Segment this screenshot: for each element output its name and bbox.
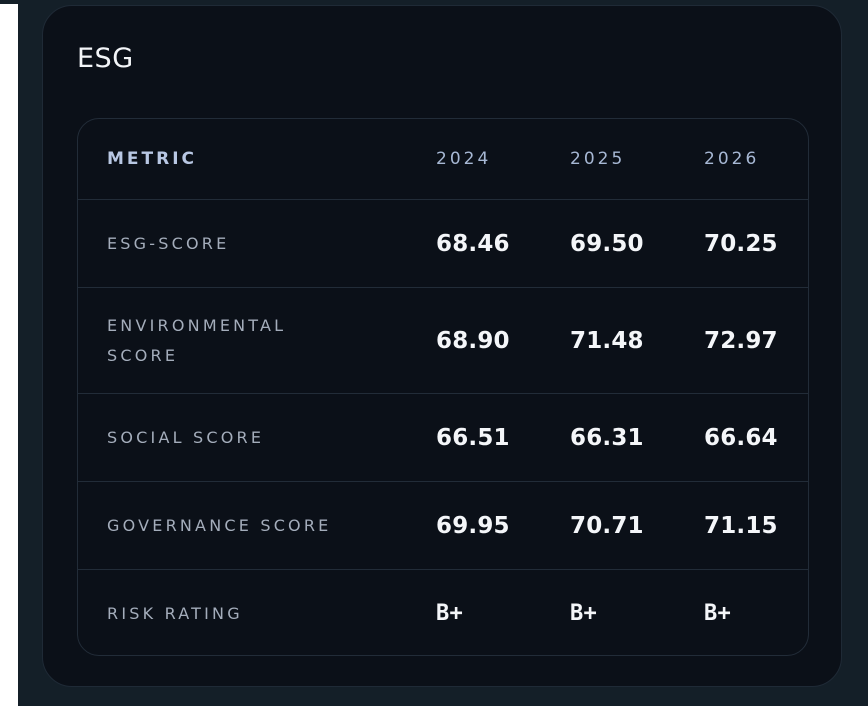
metric-label: SOCIAL SCORE [107,427,265,447]
value-cell: 66.51 [436,424,510,451]
column-header-metric: METRIC [107,149,198,169]
table-row: RISK RATING B+ B+ B+ [78,569,808,655]
metric-label: RISK RATING [107,603,243,623]
rating-cell: B+ [570,601,597,626]
value-cell: 70.25 [704,230,778,257]
esg-card: ESG METRIC 2024 2025 2026 ESG-SCORE 68.4… [42,5,842,687]
column-header-2025: 2025 [570,149,626,169]
esg-table: METRIC 2024 2025 2026 ESG-SCORE 68.46 69… [77,118,809,656]
value-cell: 69.50 [570,230,644,257]
value-cell: 68.90 [436,327,510,354]
table-header-row: METRIC 2024 2025 2026 [78,119,808,199]
card-title: ESG [77,43,134,74]
value-cell: 68.46 [436,230,510,257]
column-header-2024: 2024 [436,149,492,169]
metric-label: GOVERNANCE SCORE [107,515,332,535]
value-cell: 66.64 [704,424,778,451]
value-cell: 72.97 [704,327,778,354]
value-cell: 71.15 [704,512,778,539]
value-cell: 70.71 [570,512,644,539]
metric-label: ESG-SCORE [107,233,230,253]
table-row: GOVERNANCE SCORE 69.95 70.71 71.15 [78,481,808,569]
rating-cell: B+ [704,601,731,626]
value-cell: 66.31 [570,424,644,451]
top-edge-strip [0,0,18,4]
metric-label: ENVIRONMENTAL SCORE [107,315,287,365]
column-header-2026: 2026 [704,149,760,169]
table-row: ENVIRONMENTAL SCORE 68.90 71.48 72.97 [78,287,808,393]
value-cell: 71.48 [570,327,644,354]
page-background: ESG METRIC 2024 2025 2026 ESG-SCORE 68.4… [18,0,868,706]
table-row: SOCIAL SCORE 66.51 66.31 66.64 [78,393,808,481]
rating-cell: B+ [436,601,463,626]
value-cell: 69.95 [436,512,510,539]
table-row: ESG-SCORE 68.46 69.50 70.25 [78,199,808,287]
